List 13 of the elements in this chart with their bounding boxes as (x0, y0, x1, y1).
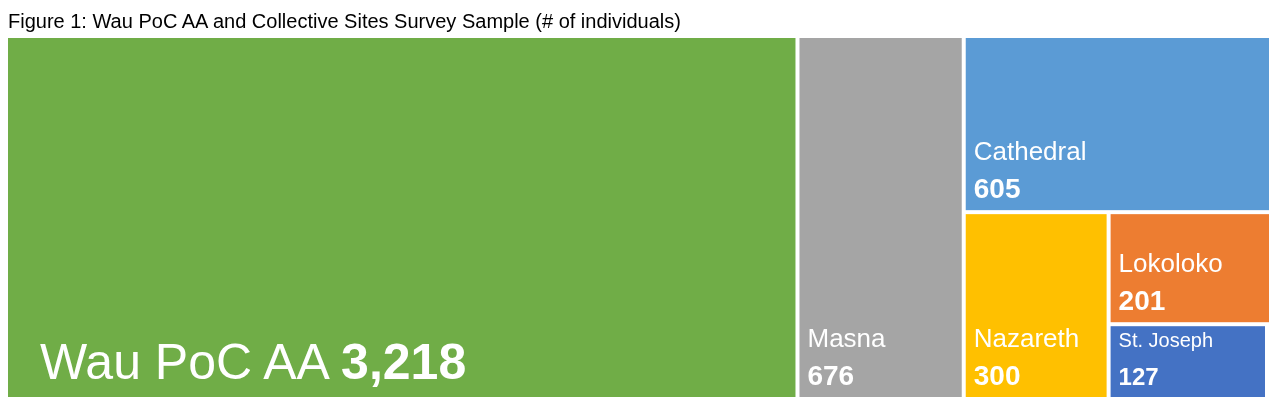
category-label: Nazareth (973, 323, 1080, 353)
category-label: Lokoloko (1118, 248, 1223, 279)
category-label: Cathedral (973, 136, 1087, 167)
category-label: Masna (807, 323, 887, 353)
category-label: St. Joseph (1118, 329, 1214, 351)
text: Figure 1: Wau PoC AA and Collective Sites Survey Sample (# of individuals) (8, 10, 681, 32)
data-label: 676 (807, 360, 855, 391)
data-label: 201 (1118, 285, 1166, 317)
data-label: 3,218 (341, 334, 467, 390)
data-label: 605 (973, 173, 1021, 205)
data-label: 127 (1118, 363, 1159, 390)
category-label: Wau PoC AA (40, 334, 342, 390)
data-label: 300 (973, 360, 1021, 391)
